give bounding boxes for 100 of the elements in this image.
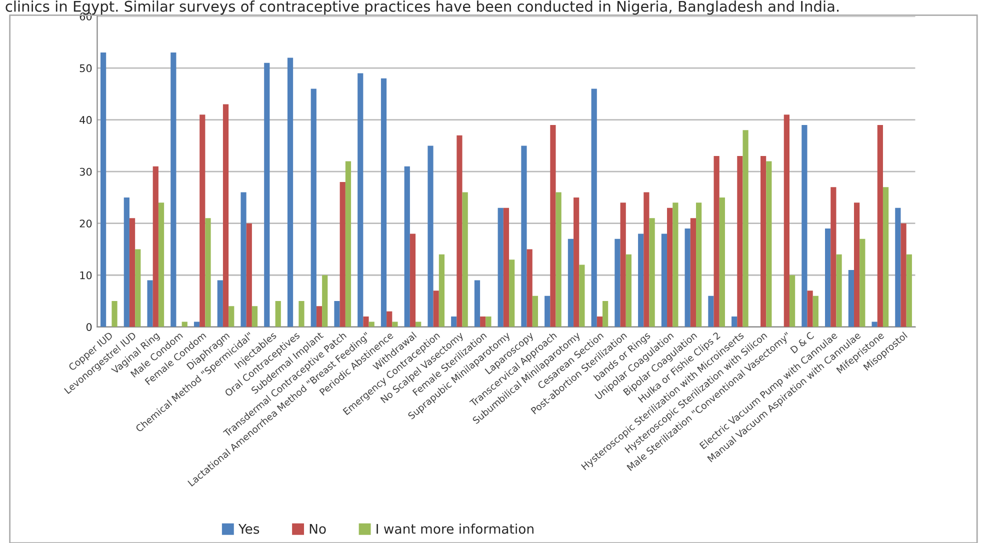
bar <box>287 58 294 327</box>
bar <box>246 223 252 327</box>
bar <box>602 301 608 327</box>
bar <box>480 316 486 327</box>
bar <box>112 301 118 327</box>
bar <box>882 187 889 327</box>
bar <box>310 88 316 327</box>
bar <box>416 322 422 327</box>
bar <box>714 156 720 327</box>
bar <box>380 78 387 327</box>
bar <box>620 202 626 327</box>
bar <box>217 280 223 327</box>
bar <box>170 52 176 327</box>
bar <box>433 290 439 327</box>
bar <box>860 238 866 327</box>
bar <box>474 280 480 327</box>
bar <box>579 264 585 327</box>
bar <box>667 208 673 327</box>
bar <box>363 316 369 327</box>
bar <box>200 114 206 327</box>
bar <box>404 166 410 327</box>
bar <box>696 202 702 327</box>
bar <box>298 301 304 327</box>
y-tick-label: 10 <box>80 271 92 280</box>
bar <box>550 125 556 327</box>
bar <box>719 197 725 327</box>
bar <box>684 228 690 327</box>
y-tick-label: 50 <box>80 64 92 72</box>
bar <box>532 296 538 327</box>
bar <box>358 73 364 327</box>
chart-title: clinics in Egypt. Similar surveys of contraceptive practices have been conducted in Nigeria, Bangladesh and India. <box>6 0 839 15</box>
bar <box>100 52 106 327</box>
bar <box>877 125 883 327</box>
legend-label: I want more information <box>376 524 534 534</box>
bar <box>252 306 258 327</box>
bar <box>526 249 532 327</box>
y-tick-label: 30 <box>80 168 92 176</box>
bar <box>498 208 504 327</box>
y-tick-label: 40 <box>80 116 92 124</box>
bar <box>521 146 527 327</box>
bar <box>906 254 912 327</box>
bar <box>596 316 603 327</box>
bar <box>661 234 668 327</box>
bar <box>895 208 901 327</box>
bar <box>316 306 322 327</box>
bar <box>451 316 457 327</box>
bar <box>152 166 158 327</box>
bar <box>708 296 714 327</box>
bar <box>124 197 130 327</box>
bar <box>812 296 818 327</box>
bar <box>386 311 392 327</box>
bar <box>194 322 200 327</box>
bar <box>760 156 766 327</box>
bar <box>222 104 229 327</box>
bar <box>802 125 808 327</box>
bar <box>240 192 246 327</box>
bar <box>789 275 796 327</box>
bar <box>556 192 562 327</box>
bar <box>626 254 632 327</box>
bar <box>614 238 620 327</box>
bar <box>672 202 678 327</box>
bar <box>737 156 743 327</box>
bar <box>503 208 510 327</box>
bar <box>275 301 281 327</box>
bar <box>644 192 650 327</box>
bar <box>766 161 772 327</box>
bar <box>690 218 696 327</box>
bar <box>900 223 906 327</box>
bar <box>784 114 790 327</box>
bar <box>649 218 655 327</box>
bar <box>848 270 854 327</box>
bar <box>544 296 550 327</box>
bar <box>486 316 492 327</box>
bar <box>509 260 515 327</box>
bar <box>742 130 748 327</box>
bar <box>638 234 644 327</box>
bar <box>392 322 398 327</box>
bar <box>568 238 574 327</box>
bar <box>334 301 340 327</box>
bar <box>836 254 842 327</box>
bar <box>182 322 188 327</box>
bar <box>158 202 164 327</box>
bar <box>732 316 738 327</box>
bar <box>428 146 434 327</box>
bar <box>147 280 153 327</box>
legend-label: No <box>310 524 326 534</box>
bar <box>456 135 462 327</box>
bar <box>574 197 580 327</box>
bar <box>872 322 878 327</box>
bar <box>410 234 416 327</box>
bar <box>807 290 813 327</box>
bar <box>340 182 346 327</box>
bar <box>129 218 136 327</box>
bar <box>205 218 211 327</box>
bar <box>345 161 352 327</box>
bar <box>228 306 234 327</box>
bar <box>368 322 374 327</box>
bar <box>825 228 831 327</box>
bar <box>438 254 445 327</box>
bar <box>322 275 328 327</box>
